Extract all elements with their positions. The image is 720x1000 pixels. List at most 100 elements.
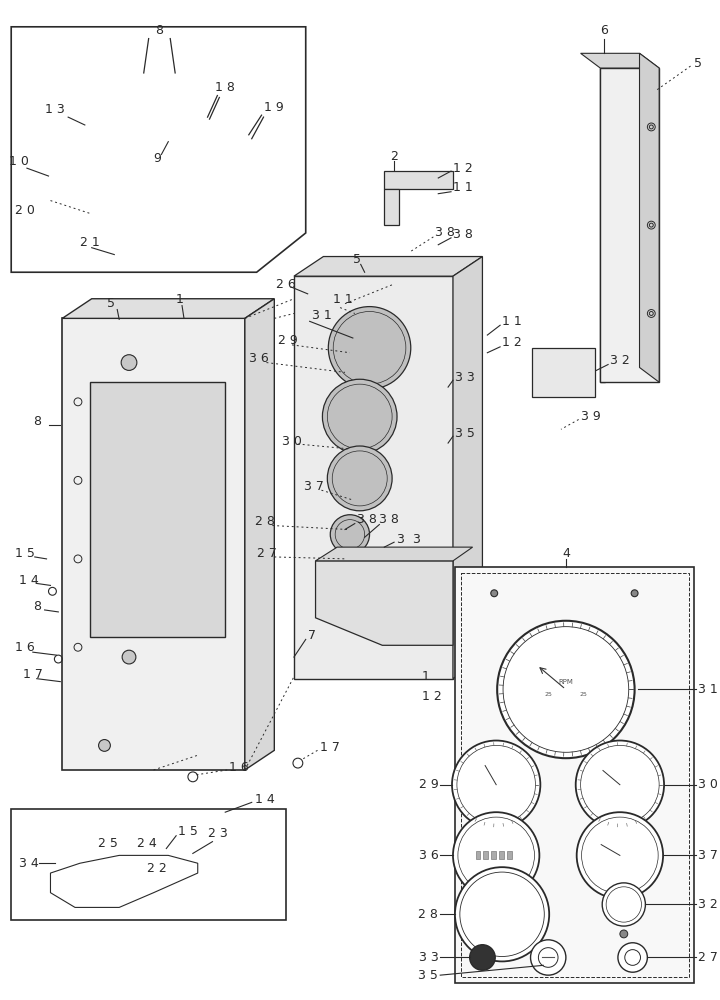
Text: 1 1: 1 1: [502, 315, 522, 328]
Text: 5: 5: [107, 297, 115, 310]
Text: 3 3: 3 3: [418, 951, 438, 964]
Circle shape: [631, 590, 638, 597]
Text: 3: 3: [412, 533, 420, 546]
Polygon shape: [245, 299, 274, 770]
Text: 1 6: 1 6: [15, 641, 35, 654]
Text: 1 6: 1 6: [229, 761, 249, 774]
Bar: [507, 851, 512, 859]
Text: 2 9: 2 9: [418, 778, 438, 791]
Text: 1 5: 1 5: [178, 825, 198, 838]
Text: 5: 5: [353, 253, 361, 266]
Text: 3 0: 3 0: [282, 435, 302, 448]
Text: 1 4: 1 4: [255, 793, 274, 806]
Text: 3 2: 3 2: [698, 898, 718, 911]
Polygon shape: [453, 257, 482, 679]
Text: 2 7: 2 7: [256, 547, 276, 560]
Bar: [294, 276, 453, 679]
Text: 1 2: 1 2: [502, 336, 522, 349]
Text: 1 7: 1 7: [320, 741, 341, 754]
Text: 3 0: 3 0: [698, 778, 719, 791]
Text: 1 5: 1 5: [15, 547, 35, 560]
Bar: [491, 851, 496, 859]
Circle shape: [99, 740, 110, 751]
Text: 4: 4: [562, 547, 570, 560]
Text: 3 7: 3 7: [304, 480, 323, 493]
Bar: [90, 382, 225, 637]
Text: 6: 6: [600, 24, 608, 37]
Text: 3 5: 3 5: [418, 969, 438, 982]
Bar: [499, 851, 504, 859]
Text: 2 7: 2 7: [698, 951, 719, 964]
Polygon shape: [315, 561, 453, 645]
Text: 8: 8: [156, 24, 163, 37]
Circle shape: [620, 930, 628, 938]
Circle shape: [576, 741, 664, 829]
Text: 3 2: 3 2: [610, 354, 630, 367]
Text: 3 7: 3 7: [698, 849, 719, 862]
Text: 3 3: 3 3: [455, 371, 474, 384]
Text: 2 8: 2 8: [418, 908, 438, 921]
Text: RPM: RPM: [559, 679, 573, 685]
Circle shape: [406, 566, 422, 581]
Text: 3 1: 3 1: [698, 683, 718, 696]
Text: 8: 8: [33, 415, 41, 428]
Polygon shape: [580, 53, 659, 68]
Text: 3 5: 3 5: [455, 427, 474, 440]
Text: 1 1: 1 1: [453, 181, 473, 194]
Circle shape: [602, 883, 645, 926]
Text: 3 8: 3 8: [436, 226, 455, 239]
Text: 2 4: 2 4: [137, 837, 157, 850]
Text: 2: 2: [390, 150, 398, 163]
Bar: [384, 189, 399, 225]
Text: 3 6: 3 6: [249, 352, 269, 365]
Bar: [461, 573, 688, 977]
Circle shape: [491, 590, 498, 597]
Polygon shape: [62, 299, 274, 318]
Circle shape: [330, 515, 369, 554]
Bar: [384, 171, 453, 189]
Text: 1 9: 1 9: [264, 101, 284, 114]
Circle shape: [453, 812, 539, 899]
Circle shape: [323, 379, 397, 454]
Bar: [600, 68, 605, 382]
Text: 2 5: 2 5: [98, 837, 117, 850]
Text: 3: 3: [396, 533, 404, 546]
Text: 1: 1: [422, 670, 429, 683]
Text: 2 9: 2 9: [278, 334, 298, 347]
Bar: [62, 318, 245, 770]
Text: 3 1: 3 1: [312, 309, 331, 322]
Text: 2 8: 2 8: [255, 515, 274, 528]
Circle shape: [469, 945, 495, 970]
Text: 1 3: 1 3: [45, 103, 64, 116]
Bar: [483, 851, 488, 859]
Text: 1 7: 1 7: [23, 668, 43, 681]
Circle shape: [122, 650, 136, 664]
Text: 3 8: 3 8: [357, 513, 377, 526]
Polygon shape: [639, 53, 659, 382]
Text: 5: 5: [695, 57, 703, 70]
Circle shape: [328, 307, 411, 389]
Text: 1 1: 1 1: [333, 293, 353, 306]
Text: 1 2: 1 2: [422, 690, 441, 703]
Text: 8: 8: [33, 600, 41, 613]
Text: 9: 9: [153, 152, 161, 165]
Bar: [455, 567, 695, 983]
Circle shape: [577, 812, 663, 899]
Text: 1 4: 1 4: [19, 574, 39, 587]
Text: 2 0: 2 0: [15, 204, 35, 217]
Text: 25: 25: [544, 692, 552, 697]
Text: 2 3: 2 3: [207, 827, 228, 840]
Circle shape: [328, 446, 392, 511]
Text: 2 2: 2 2: [147, 862, 166, 875]
Circle shape: [618, 943, 647, 972]
Text: 25: 25: [580, 692, 588, 697]
Circle shape: [121, 355, 137, 370]
Polygon shape: [315, 547, 472, 561]
Bar: [476, 851, 480, 859]
Text: 3 4: 3 4: [19, 857, 39, 870]
Text: 3 8: 3 8: [453, 228, 473, 241]
Polygon shape: [294, 257, 482, 276]
Circle shape: [455, 867, 549, 961]
Text: 1 8: 1 8: [215, 81, 235, 94]
Text: 7: 7: [307, 629, 315, 642]
